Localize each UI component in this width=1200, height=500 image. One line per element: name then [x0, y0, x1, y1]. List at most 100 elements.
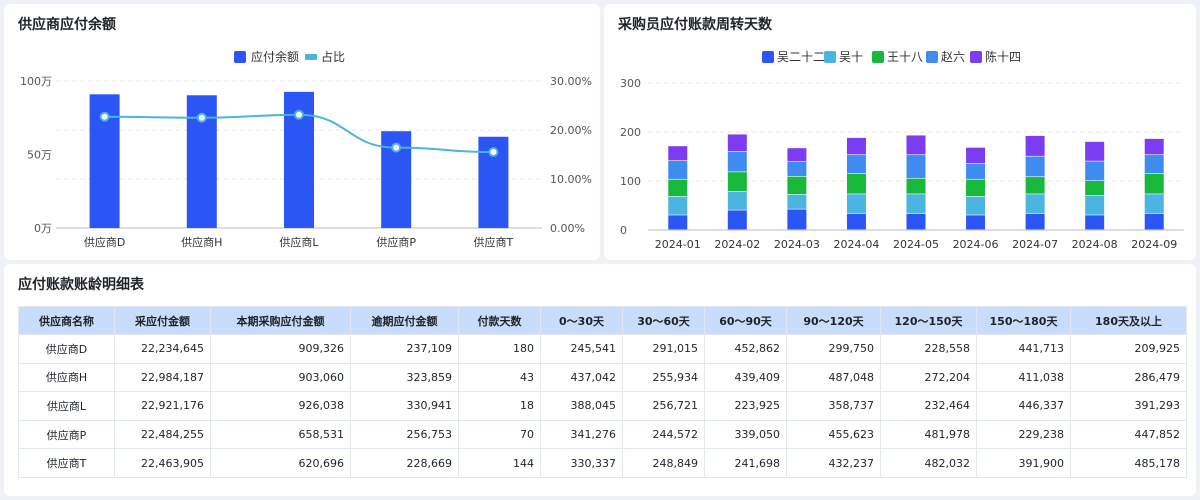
value-cell: 245,541 [540, 334, 623, 364]
column-header: 采应付金额 [114, 306, 211, 335]
value-cell: 441,713 [976, 334, 1071, 364]
y-tick-label: 100万 [20, 75, 52, 88]
value-cell: 70 [458, 419, 541, 450]
legend-swatch-balance [234, 51, 246, 63]
stack-seg-2024-07-2 [1025, 177, 1045, 194]
column-header: 付款天数 [458, 306, 541, 335]
column-header: 60～90天 [704, 306, 787, 335]
ratio-point-供应商T [488, 147, 499, 158]
value-cell: 291,015 [622, 334, 705, 364]
table-row: 供应商L 22,921,176 926,038 330,941 18 388,045 256… [18, 391, 1187, 421]
stack-seg-2024-05-1 [906, 194, 926, 214]
stack-seg-2024-08-1 [1085, 195, 1105, 215]
stack-seg-2024-02-1 [727, 191, 747, 210]
column-header: 120～150天 [880, 306, 977, 335]
x-tick-label: 供应商L [279, 235, 319, 249]
stack-seg-2024-05-4 [906, 135, 926, 155]
value-cell: 330,337 [540, 448, 623, 478]
stack-seg-2024-06-3 [966, 163, 986, 179]
value-cell: 18 [458, 391, 541, 421]
legend-label: 陈十四 [985, 49, 1021, 64]
x-tick-label: 2024-02 [714, 238, 760, 251]
value-cell: 241,698 [704, 448, 787, 478]
stack-seg-2024-04-2 [846, 173, 866, 194]
value-cell: 391,293 [1070, 391, 1187, 421]
stack-seg-2024-09-2 [1144, 173, 1164, 194]
stack-seg-2024-09-3 [1144, 155, 1164, 174]
stack-seg-2024-02-4 [727, 134, 747, 151]
column-header: 逾期应付金额 [350, 306, 459, 335]
value-cell: 228,558 [880, 334, 977, 364]
stack-seg-2024-03-3 [787, 161, 807, 176]
buyer-turnover-title: 采购员应付账款周转天数 [618, 17, 772, 33]
x-tick-label: 2024-07 [1012, 238, 1058, 251]
legend-swatch [824, 51, 836, 63]
stack-seg-2024-09-4 [1144, 138, 1164, 155]
legend-label: 吴二十二 [777, 50, 825, 64]
value-cell: 272,204 [880, 362, 977, 393]
value-cell: 339,050 [704, 419, 787, 450]
supplier-balance-chart: 应付余额 占比 0.00% 10.00% 20.00% 30.00% 0万 50万 100万供应… [20, 49, 592, 249]
y2-tick-label: 0.00% [550, 222, 585, 235]
y-tick-label: 100 [620, 175, 641, 188]
legend-label-ratio: 占比 [321, 49, 345, 64]
stack-seg-2024-08-2 [1085, 181, 1105, 196]
legend-swatch [970, 51, 982, 63]
value-cell: 256,753 [350, 419, 459, 450]
stack-seg-2024-01-4 [668, 146, 688, 161]
x-tick-label: 2024-05 [893, 238, 939, 251]
value-cell: 658,531 [210, 419, 351, 450]
ratio-point-供应商P [391, 142, 402, 153]
value-cell: 43 [458, 362, 541, 393]
value-cell: 620,696 [210, 448, 351, 478]
value-cell: 482,032 [880, 448, 977, 478]
legend-label: 赵六 [941, 50, 965, 64]
stack-seg-2024-01-1 [668, 196, 688, 215]
stack-seg-2024-02-3 [727, 151, 747, 172]
value-cell: 228,669 [350, 448, 459, 478]
x-tick-label: 2024-01 [655, 238, 701, 251]
value-cell: 22,234,645 [114, 334, 211, 364]
y-tick-label: 0 [620, 224, 627, 237]
value-cell: 330,941 [350, 391, 459, 421]
x-tick-label: 2024-08 [1072, 238, 1118, 251]
value-cell: 341,276 [540, 419, 623, 450]
value-cell: 256,721 [622, 391, 705, 421]
table-header-row: 供应商名称 采应付金额 本期采购应付金额 逾期应付金额 付款天数 0～30天 30～60天 6… [18, 306, 1187, 335]
value-cell: 286,479 [1070, 362, 1187, 393]
chart1-legend: 应付余额 占比 [234, 49, 345, 64]
stack-seg-2024-03-4 [787, 148, 807, 162]
x-tick-label: 2024-06 [953, 238, 999, 251]
value-cell: 299,750 [786, 334, 881, 364]
x-tick-label: 供应商P [376, 235, 416, 249]
stack-seg-2024-03-2 [787, 176, 807, 195]
stack-seg-2024-01-3 [668, 160, 688, 179]
column-header: 本期采购应付金额 [210, 306, 351, 335]
stack-seg-2024-09-0 [1144, 213, 1164, 230]
y2-tick-label: 20.00% [550, 124, 592, 137]
y2-tick-label: 10.00% [550, 173, 592, 186]
stack-seg-2024-02-0 [727, 210, 747, 230]
value-cell: 481,978 [880, 419, 977, 450]
aging-detail-table: 供应商名称 采应付金额 本期采购应付金额 逾期应付金额 付款天数 0～30天 30～60天 6… [18, 306, 1187, 478]
stack-seg-2024-06-2 [966, 179, 986, 197]
stack-seg-2024-04-0 [846, 213, 866, 230]
x-tick-label: 供应商T [474, 235, 514, 249]
value-cell: 22,484,255 [114, 419, 211, 450]
legend-label: 吴十 [839, 50, 863, 64]
value-cell: 439,409 [704, 362, 787, 393]
y-tick-label: 50万 [27, 149, 52, 162]
supplier-name-cell: 供应商D [18, 334, 115, 364]
stack-seg-2024-04-1 [846, 194, 866, 214]
supplier-name-cell: 供应商L [18, 391, 115, 421]
stack-seg-2024-01-0 [668, 215, 688, 230]
value-cell: 447,852 [1070, 419, 1187, 450]
legend-swatch [762, 51, 774, 63]
legend-label-balance: 应付余额 [251, 49, 299, 64]
stack-seg-2024-03-0 [787, 209, 807, 230]
value-cell: 22,921,176 [114, 391, 211, 421]
value-cell: 487,048 [786, 362, 881, 393]
stack-seg-2024-03-1 [787, 194, 807, 209]
stack-seg-2024-07-3 [1025, 156, 1045, 177]
column-header: 0～30天 [540, 306, 623, 335]
